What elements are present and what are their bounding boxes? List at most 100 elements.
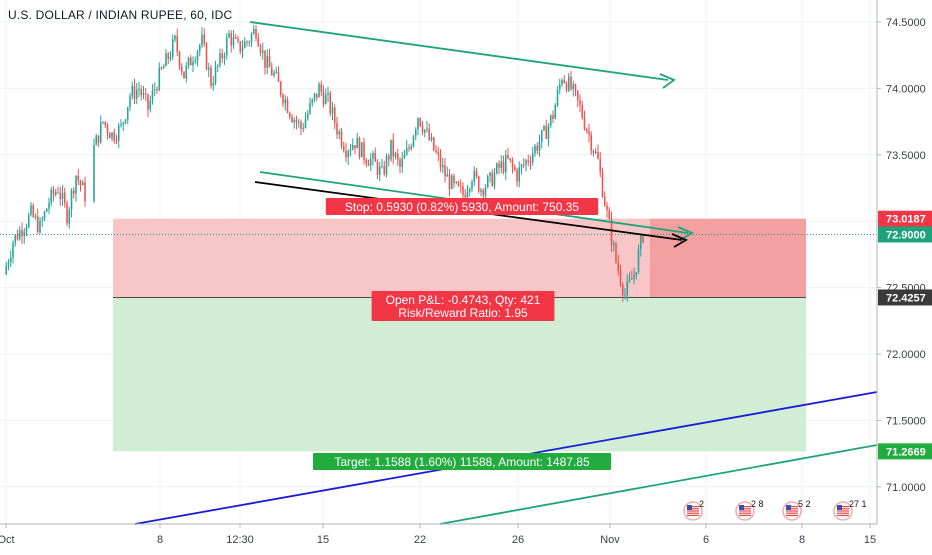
candle-body <box>295 119 298 123</box>
y-tick-label: 71.0000 <box>886 482 926 494</box>
candle-body <box>439 154 442 168</box>
candle-body <box>642 235 644 243</box>
candle <box>318 81 320 98</box>
candle <box>392 133 395 165</box>
candle <box>536 141 539 155</box>
flag-stripe <box>739 506 751 508</box>
candle <box>565 81 568 93</box>
candle-body <box>482 189 485 196</box>
flag-stripe <box>687 510 699 512</box>
candle <box>142 85 145 100</box>
candle <box>468 187 471 197</box>
candle <box>522 158 525 169</box>
candle <box>369 152 372 172</box>
candle-body <box>410 146 413 149</box>
candle-body <box>448 174 451 189</box>
candle <box>513 164 516 172</box>
candle <box>230 30 233 53</box>
candle-body <box>446 174 449 177</box>
candle <box>180 63 183 76</box>
candle-body <box>248 42 251 44</box>
candle-body <box>495 163 498 174</box>
candle-body <box>374 153 377 162</box>
candle-body <box>331 107 334 114</box>
candle <box>117 122 120 149</box>
candle-body <box>545 126 548 139</box>
candle <box>210 64 212 89</box>
candle <box>594 147 597 155</box>
candle <box>453 173 455 188</box>
candle-body <box>174 35 176 40</box>
candle <box>102 121 104 125</box>
candle <box>414 127 417 141</box>
candle-body <box>194 60 197 63</box>
candle-body <box>527 160 530 162</box>
us-flag-event-icon: 27 1 <box>833 499 867 521</box>
candle <box>428 123 431 142</box>
candle <box>394 151 397 160</box>
candle <box>41 216 44 227</box>
candle <box>383 160 386 177</box>
candle-body <box>426 128 428 130</box>
candle <box>408 144 410 152</box>
candle <box>75 175 77 202</box>
candle-body <box>329 93 332 114</box>
candle-body <box>115 140 118 142</box>
candle <box>205 41 208 71</box>
candle <box>531 146 534 166</box>
price-tag-bg <box>878 226 932 243</box>
candle <box>516 167 518 187</box>
candle-body <box>153 89 156 91</box>
candle <box>457 180 460 187</box>
candle <box>574 83 577 97</box>
candle <box>21 222 23 244</box>
candle-body <box>639 235 642 250</box>
candle <box>185 62 188 83</box>
candle <box>495 162 498 175</box>
candle <box>183 71 185 79</box>
candle <box>579 94 581 113</box>
candle <box>160 66 163 71</box>
candle-body <box>315 93 318 98</box>
candle <box>27 212 30 229</box>
candle-body <box>500 161 503 168</box>
candle-body <box>396 153 399 160</box>
candle <box>309 97 311 115</box>
candle <box>115 134 118 145</box>
candle-body <box>583 117 586 130</box>
candle <box>295 115 298 130</box>
candle <box>351 138 354 151</box>
candle-body <box>291 116 293 123</box>
candle-body <box>34 216 37 218</box>
candle-body <box>345 150 347 158</box>
x-tick-label: 15 <box>317 534 329 546</box>
candle <box>432 136 435 152</box>
candle-body <box>392 139 395 157</box>
candle <box>333 104 336 130</box>
candle <box>216 64 219 73</box>
candle <box>66 200 68 227</box>
candle-body <box>633 275 635 280</box>
candle <box>327 86 329 103</box>
candle-body <box>243 41 246 49</box>
candle <box>324 88 327 105</box>
candle-body <box>572 84 575 89</box>
candle-body <box>489 172 491 177</box>
price-tag-bg <box>878 289 932 306</box>
candle-body <box>97 135 100 143</box>
candle-body <box>338 131 341 135</box>
candle-body <box>480 189 482 192</box>
candle <box>509 157 512 163</box>
candle <box>612 240 615 252</box>
candle-body <box>59 192 62 199</box>
candle-body <box>275 71 278 73</box>
candle <box>138 81 140 98</box>
candle-body <box>18 230 21 240</box>
candle-body <box>390 139 392 160</box>
candle-body <box>626 281 629 295</box>
candle-body <box>531 153 534 163</box>
candle-body <box>621 284 624 295</box>
candle-body <box>369 158 372 166</box>
black-trend-arrow <box>671 233 688 248</box>
candle <box>239 40 242 55</box>
